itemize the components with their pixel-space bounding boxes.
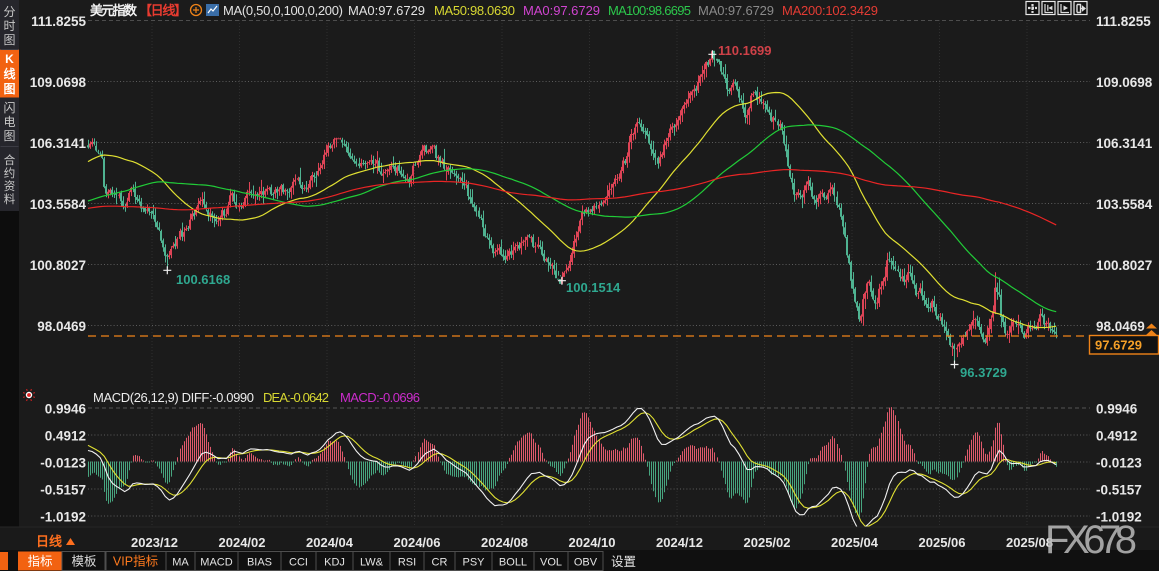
svg-text:100.8027: 100.8027 (30, 258, 86, 273)
svg-text:图: 图 (3, 129, 15, 143)
svg-text:闪: 闪 (3, 101, 15, 115)
svg-text:PSY: PSY (462, 557, 485, 569)
svg-text:MA0:97.6729: MA0:97.6729 (698, 3, 774, 18)
svg-text:-0.5157: -0.5157 (40, 483, 86, 498)
svg-text:MA0:97.6729: MA0:97.6729 (523, 3, 600, 18)
svg-text:CCI: CCI (289, 557, 308, 569)
svg-text:VOL: VOL (540, 557, 562, 569)
svg-text:109.0698: 109.0698 (1096, 75, 1153, 90)
svg-text:100.6168: 100.6168 (176, 272, 230, 287)
svg-text:资: 资 (4, 180, 16, 193)
svg-text:图: 图 (3, 82, 15, 96)
svg-text:100.8027: 100.8027 (1096, 258, 1152, 273)
svg-text:-0.5157: -0.5157 (1096, 483, 1142, 498)
svg-text:DEA:-0.0642: DEA:-0.0642 (263, 390, 329, 405)
svg-text:2025/04: 2025/04 (831, 535, 879, 550)
svg-text:2024/12: 2024/12 (656, 535, 703, 550)
svg-text:BIAS: BIAS (247, 557, 272, 569)
svg-text:2025/02: 2025/02 (744, 535, 791, 550)
svg-text:美元指数: 美元指数 (90, 3, 138, 18)
svg-text:【日线】: 【日线】 (139, 3, 187, 18)
svg-text:98.0469: 98.0469 (1096, 319, 1145, 334)
svg-text:料: 料 (4, 192, 16, 206)
svg-text:97.6729: 97.6729 (1095, 338, 1142, 353)
svg-text:-1.0192: -1.0192 (40, 510, 86, 525)
svg-text:2024/08: 2024/08 (481, 535, 528, 550)
svg-text:106.3141: 106.3141 (1096, 136, 1153, 151)
svg-text:MA: MA (172, 557, 189, 569)
svg-text:0.4912: 0.4912 (1096, 429, 1137, 444)
svg-text:2025/06: 2025/06 (919, 535, 966, 550)
svg-text:LW&: LW& (360, 557, 384, 569)
svg-text:-0.0123: -0.0123 (1096, 456, 1142, 471)
svg-text:MACD:-0.0696: MACD:-0.0696 (340, 390, 420, 405)
svg-text:111.8255: 111.8255 (31, 14, 86, 29)
svg-text:2024/02: 2024/02 (219, 535, 266, 550)
svg-text:时: 时 (3, 19, 15, 33)
svg-text:VIP指标: VIP指标 (113, 554, 158, 569)
svg-text:MACD(26,12,9) DIFF:-0.0990: MACD(26,12,9) DIFF:-0.0990 (93, 390, 254, 405)
svg-text:103.5584: 103.5584 (30, 197, 87, 212)
svg-text:98.0469: 98.0469 (37, 319, 86, 334)
svg-text:线: 线 (3, 66, 15, 81)
svg-text:111.8255: 111.8255 (1096, 14, 1151, 29)
svg-text:约: 约 (4, 166, 16, 180)
svg-text:电: 电 (3, 115, 15, 129)
svg-text:指标: 指标 (27, 554, 52, 569)
svg-text:RSI: RSI (398, 557, 416, 569)
svg-text:-0.0123: -0.0123 (40, 456, 86, 471)
svg-text:FX678: FX678 (1045, 518, 1137, 562)
svg-text:-1.0192: -1.0192 (1096, 510, 1142, 525)
svg-text:96.3729: 96.3729 (960, 365, 1007, 380)
svg-text:K: K (5, 52, 14, 66)
svg-text:0.9946: 0.9946 (45, 402, 87, 417)
svg-text:MA200:102.3429: MA200:102.3429 (782, 3, 878, 18)
svg-text:2024/10: 2024/10 (569, 535, 616, 550)
svg-text:设置: 设置 (611, 554, 636, 569)
svg-text:2025/08: 2025/08 (1006, 535, 1053, 550)
svg-text:合: 合 (4, 153, 16, 167)
svg-text:106.3141: 106.3141 (30, 136, 87, 151)
svg-text:分: 分 (3, 5, 15, 19)
svg-text:100.1514: 100.1514 (566, 280, 621, 295)
svg-text:模板: 模板 (71, 555, 97, 569)
svg-text:MACD: MACD (200, 557, 232, 569)
svg-text:110.1699: 110.1699 (718, 43, 772, 58)
svg-text:109.0698: 109.0698 (30, 75, 87, 90)
svg-text:0.9946: 0.9946 (1096, 402, 1138, 417)
svg-text:日线: 日线 (36, 534, 62, 549)
svg-text:MA100:98.6695: MA100:98.6695 (608, 3, 691, 18)
svg-text:2023/12: 2023/12 (131, 535, 178, 550)
svg-text:图: 图 (3, 33, 15, 47)
svg-text:MA(0,50,0,100,0,200): MA(0,50,0,100,0,200) (223, 3, 343, 18)
svg-text:2024/06: 2024/06 (394, 535, 441, 550)
svg-text:MA0:97.6729: MA0:97.6729 (348, 3, 425, 18)
svg-text:MA50:98.0630: MA50:98.0630 (434, 3, 515, 18)
svg-text:BOLL: BOLL (499, 557, 527, 569)
svg-text:OBV: OBV (574, 557, 598, 569)
svg-text:CR: CR (432, 557, 448, 569)
svg-text:103.5584: 103.5584 (1096, 197, 1153, 212)
svg-text:2024/04: 2024/04 (306, 535, 354, 550)
svg-text:0.4912: 0.4912 (45, 429, 86, 444)
svg-text:KDJ: KDJ (324, 557, 345, 569)
